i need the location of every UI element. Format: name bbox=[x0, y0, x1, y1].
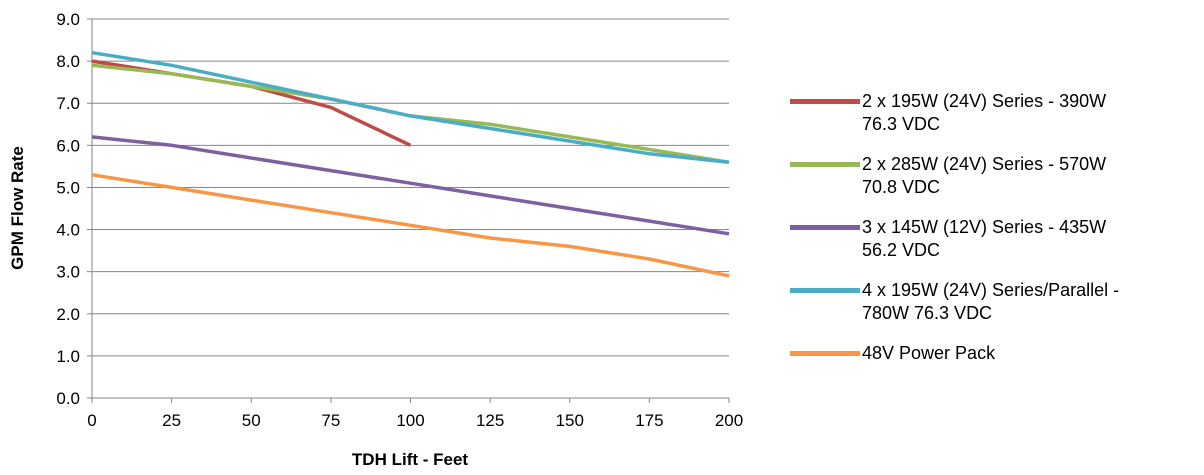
x-tick-label: 0 bbox=[87, 411, 96, 430]
series-lines bbox=[91, 50, 730, 278]
legend-label: 4 x 195W (24V) Series/Parallel - 780W 76… bbox=[862, 280, 1120, 323]
legend-item: 3 x 145W (12V) Series - 435W 56.2 VDC bbox=[790, 216, 1200, 262]
y-tick-label: 9.0 bbox=[56, 10, 80, 29]
chart-legend: 2 x 195W (24V) Series - 390W 76.3 VDC 2 x… bbox=[790, 90, 1200, 382]
y-tick-label: 4.0 bbox=[56, 221, 80, 240]
x-tick-label: 200 bbox=[715, 411, 743, 430]
line-chart: 0.0 1.0 2.0 3.0 4.0 5.0 6.0 7.0 8.0 9.0 0 25 50 75 10… bbox=[8, 10, 743, 469]
legend-swatch bbox=[790, 225, 860, 230]
gridlines bbox=[92, 18, 729, 357]
x-tick-label: 150 bbox=[556, 411, 584, 430]
y-axis-title: GPM Flow Rate bbox=[8, 146, 27, 270]
y-tick-label: 2.0 bbox=[56, 305, 80, 324]
series-line-5 bbox=[91, 173, 730, 278]
legend-label: 2 x 195W (24V) Series - 390W 76.3 VDC bbox=[862, 91, 1107, 134]
legend-swatch bbox=[790, 99, 860, 104]
y-tick-label: 8.0 bbox=[56, 52, 80, 71]
series-line-3 bbox=[91, 135, 730, 236]
legend-swatch bbox=[790, 162, 860, 167]
legend-label: 2 x 285W (24V) Series - 570W 70.8 VDC bbox=[862, 154, 1107, 197]
y-tick-label: 0.0 bbox=[56, 389, 80, 408]
legend-item: 2 x 195W (24V) Series - 390W 76.3 VDC bbox=[790, 90, 1200, 136]
legend-swatch bbox=[790, 288, 860, 293]
x-tick-label: 175 bbox=[635, 411, 663, 430]
y-tick-label: 5.0 bbox=[56, 178, 80, 197]
legend-item: 4 x 195W (24V) Series/Parallel - 780W 76… bbox=[790, 279, 1200, 325]
x-tick-label: 75 bbox=[321, 411, 340, 430]
y-tick-labels: 0.0 1.0 2.0 3.0 4.0 5.0 6.0 7.0 8.0 9.0 bbox=[56, 10, 80, 408]
y-tick-label: 6.0 bbox=[56, 136, 80, 155]
x-tick-label: 25 bbox=[162, 411, 181, 430]
legend-label: 48V Power Pack bbox=[862, 343, 996, 363]
legend-item: 2 x 285W (24V) Series - 570W 70.8 VDC bbox=[790, 153, 1200, 199]
x-tick-label: 50 bbox=[242, 411, 261, 430]
x-tick-labels: 0 25 50 75 100 125 150 175 200 bbox=[87, 411, 743, 430]
y-tick-label: 7.0 bbox=[56, 94, 80, 113]
series-line-4 bbox=[91, 50, 730, 164]
x-tick-label: 125 bbox=[476, 411, 504, 430]
y-tick-label: 1.0 bbox=[56, 347, 80, 366]
legend-swatch bbox=[790, 351, 860, 356]
axes bbox=[87, 18, 730, 403]
x-tick-label: 100 bbox=[396, 411, 424, 430]
legend-item: 48V Power Pack bbox=[790, 342, 1200, 365]
y-tick-label: 3.0 bbox=[56, 263, 80, 282]
x-axis-title: TDH Lift - Feet bbox=[352, 450, 468, 469]
legend-label: 3 x 145W (12V) Series - 435W 56.2 VDC bbox=[862, 217, 1107, 260]
